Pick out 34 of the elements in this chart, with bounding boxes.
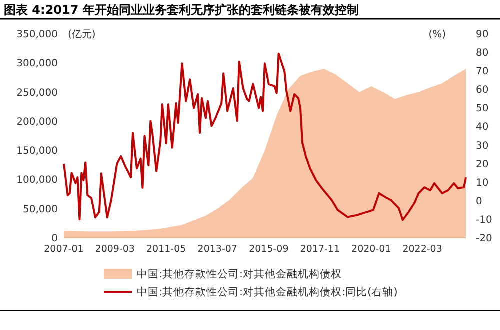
y2-tick-label: 30 <box>476 140 489 152</box>
y2-tick-label: 70 <box>476 66 489 78</box>
y2-tick-label: 50 <box>476 104 489 115</box>
y-axis-title: (亿元) <box>68 30 96 40</box>
y-tick-label: 350,000 <box>16 30 58 40</box>
y2-tick-label: 90 <box>476 30 489 40</box>
y2-tick-label: 40 <box>476 122 489 134</box>
y-tick-label: 100,000 <box>16 175 58 186</box>
y2-tick-label: 60 <box>476 85 489 96</box>
y-tick-label: 300,000 <box>16 58 58 70</box>
y2-tick-label: 80 <box>476 48 489 60</box>
y-tick-label: 0 <box>52 234 58 244</box>
y2-axis-title: (%) <box>428 30 446 40</box>
y-tick-label: 50,000 <box>23 204 58 216</box>
x-tick-label: 2009-03 <box>95 244 135 255</box>
x-tick-label: 2007-01 <box>44 244 84 255</box>
x-tick-label: 2011-05 <box>146 244 186 255</box>
x-tick-label: 2013-07 <box>198 244 238 255</box>
y2-tick-label: -10 <box>476 214 492 226</box>
legend-label: 中国:其他存款性公司:对其他金融机构债权 <box>137 268 342 281</box>
y-tick-label: 250,000 <box>16 88 58 99</box>
y2-tick-label: 20 <box>476 159 489 170</box>
y2-tick-label: 10 <box>476 178 489 189</box>
y-tick-label: 150,000 <box>16 146 58 158</box>
x-tick-label: 2015-09 <box>249 244 289 255</box>
x-tick-label: 2022-03 <box>402 244 442 255</box>
legend-label: 中国:其他存款性公司:对其他金融机构债权:同比(右轴) <box>137 286 398 299</box>
y-tick-label: 200,000 <box>16 116 58 128</box>
x-tick-label: 2017-11 <box>300 244 340 255</box>
y2-tick-label: 0 <box>476 196 482 208</box>
chart-title: 图表 4:2017 年开始同业业务套利无序扩张的套利链条被有效控制 <box>4 3 359 17</box>
line-series <box>63 52 467 222</box>
x-tick-label: 2020-01 <box>352 244 392 255</box>
y2-tick-label: -20 <box>476 234 492 244</box>
